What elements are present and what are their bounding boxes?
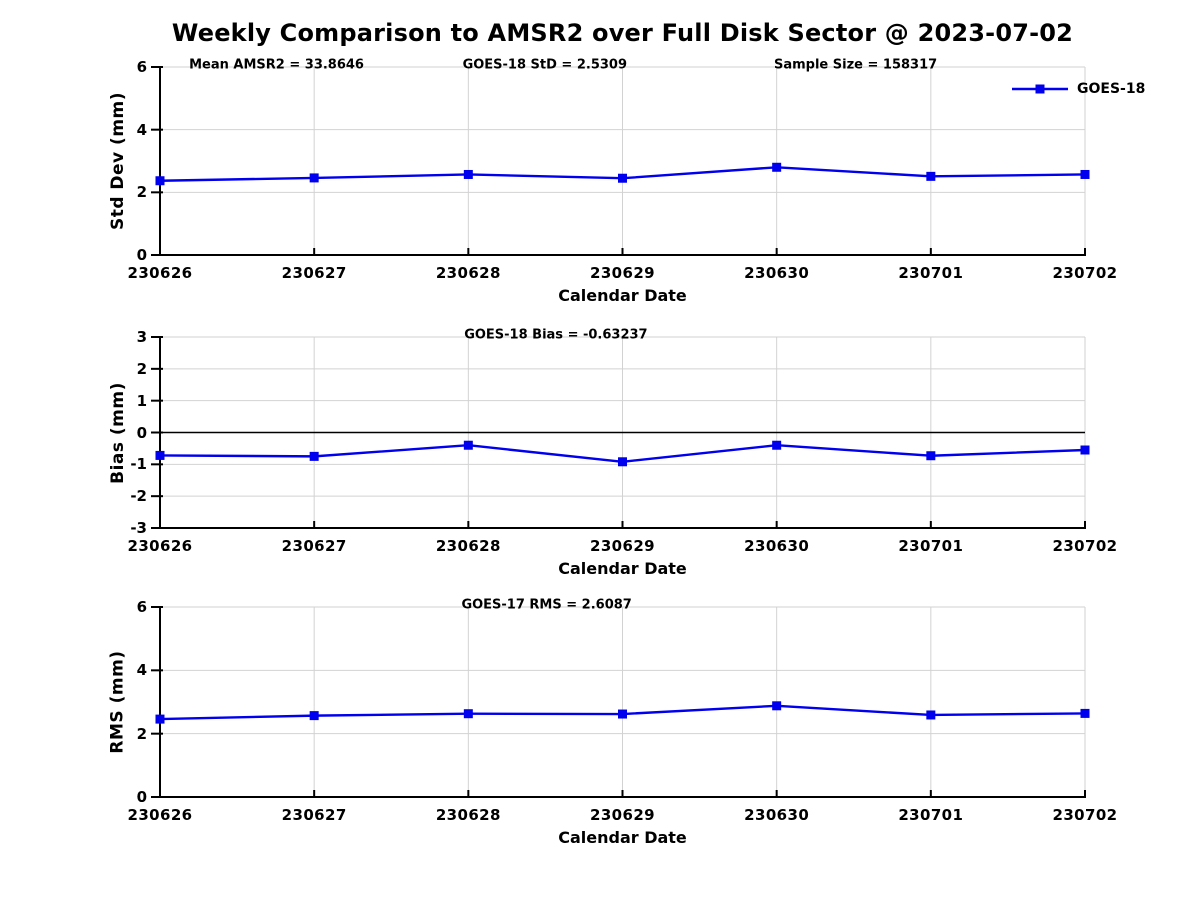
subplot-bias: Bias (mm) GOES-18 Bias = -0.63237 -3 -2 -1… bbox=[108, 328, 1117, 579]
x-tick-label: 230628 bbox=[435, 806, 501, 824]
x-tick-label: 230702 bbox=[1052, 806, 1118, 824]
y-tick-label: 0 bbox=[136, 423, 147, 442]
y-tick-label: 1 bbox=[136, 391, 147, 410]
y-axis-title-column: Bias (mm) bbox=[96, 337, 140, 528]
figure-title: Weekly Comparison to AMSR2 over Full Dis… bbox=[171, 19, 1074, 47]
y-tick-label: 4 bbox=[136, 120, 147, 139]
y-tick-label: 6 bbox=[136, 58, 147, 76]
y-tick-label: 4 bbox=[136, 661, 147, 680]
x-tick-label: 230628 bbox=[435, 264, 501, 282]
x-tick-label: 230626 bbox=[127, 264, 193, 282]
y-tick-label: 3 bbox=[136, 328, 147, 346]
x-tick-label: 230630 bbox=[744, 806, 810, 824]
y-tick-label: -1 bbox=[130, 455, 147, 474]
y-axis-title-column: Std Dev (mm) bbox=[96, 67, 140, 255]
std-dev-plot-area: GOES-18 bbox=[151, 66, 1145, 256]
y-tick-label: 0 bbox=[136, 788, 147, 806]
y-axis-title: Std Dev (mm) bbox=[108, 91, 129, 231]
y-tick-label: 2 bbox=[136, 183, 147, 202]
x-tick-label: 230626 bbox=[127, 537, 193, 555]
x-tick-label: 230627 bbox=[281, 537, 347, 555]
y-axis-title: RMS (mm) bbox=[108, 650, 129, 754]
y-axis-title-column: RMS (mm) bbox=[96, 607, 140, 797]
x-axis-title: Calendar Date bbox=[558, 828, 687, 847]
x-tick-label: 230629 bbox=[589, 537, 656, 555]
x-tick-label: 230627 bbox=[281, 264, 347, 282]
x-tick-label: 230630 bbox=[744, 537, 810, 555]
y-tick-label: -2 bbox=[130, 487, 147, 506]
x-tick-label: 230627 bbox=[281, 806, 347, 824]
x-tick-label: 230630 bbox=[744, 264, 810, 282]
x-tick-label: 230626 bbox=[127, 806, 193, 824]
y-tick-label: 6 bbox=[136, 598, 147, 616]
rms-plot-area bbox=[151, 606, 1090, 798]
y-tick-label: 2 bbox=[136, 724, 147, 743]
std-dev-plot-canvas bbox=[151, 66, 1090, 256]
bias-plot-area bbox=[151, 336, 1090, 529]
y-tick-label: -3 bbox=[130, 519, 147, 537]
x-axis-title: Calendar Date bbox=[558, 559, 687, 578]
subplot-std-dev: Std Dev (mm) GOES-18 Mean AMSR2 = 33.864… bbox=[108, 58, 1145, 306]
x-tick-label: 230702 bbox=[1052, 537, 1118, 555]
x-tick-label: 230629 bbox=[589, 806, 656, 824]
y-axis-title: Bias (mm) bbox=[108, 381, 129, 484]
x-tick-label: 230629 bbox=[589, 264, 656, 282]
x-tick-label: 230628 bbox=[435, 537, 501, 555]
legend: GOES-18 bbox=[1012, 81, 1145, 97]
legend-line-sample-icon bbox=[1012, 84, 1068, 94]
x-tick-label: 230701 bbox=[898, 264, 964, 282]
x-tick-label: 230701 bbox=[898, 537, 964, 555]
x-axis-title: Calendar Date bbox=[558, 286, 687, 305]
legend-series-label: GOES-18 bbox=[1077, 81, 1146, 97]
y-tick-label: 2 bbox=[136, 359, 147, 378]
x-tick-label: 230701 bbox=[898, 806, 964, 824]
y-tick-label: 0 bbox=[136, 246, 147, 264]
rms-plot-canvas bbox=[151, 606, 1090, 798]
bias-plot-canvas bbox=[151, 336, 1090, 529]
x-tick-label: 230702 bbox=[1052, 264, 1118, 282]
